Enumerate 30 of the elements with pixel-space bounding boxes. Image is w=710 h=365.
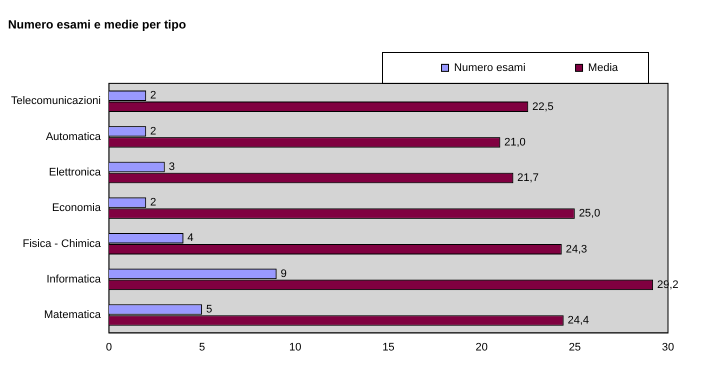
data-label: 24,3 <box>566 243 588 256</box>
y-tick-label: Informatica <box>46 273 102 286</box>
data-label: 5 <box>206 303 212 316</box>
data-label: 9 <box>280 268 287 280</box>
y-tick-label: Matematica <box>44 309 102 322</box>
y-tick-label: Fisica - Chimica <box>22 238 102 250</box>
x-tick-label: 15 <box>382 341 395 354</box>
x-tick-label: 25 <box>568 341 581 354</box>
data-label: 3 <box>168 160 175 173</box>
data-label: 2 <box>150 90 156 102</box>
x-tick-label: 20 <box>476 341 488 354</box>
y-tick-label: Automatica <box>46 130 102 143</box>
data-label: 21,7 <box>517 172 539 184</box>
legend-label: Media <box>588 62 619 74</box>
x-tick-label: 0 <box>106 341 112 354</box>
x-tick-label: 10 <box>289 341 302 354</box>
data-label: 2 <box>150 196 156 209</box>
y-tick-label: Telecomunicazioni <box>10 95 101 108</box>
data-label: 22,5 <box>532 100 554 113</box>
chart-title: Numero esami e medie per tipo <box>8 18 186 32</box>
data-label: 21,0 <box>504 136 526 148</box>
x-tick-label: 30 <box>662 341 674 354</box>
x-tick-label: 5 <box>199 341 206 354</box>
y-tick-label: Economia <box>52 202 102 214</box>
data-label: 4 <box>187 232 194 244</box>
data-label: 24,4 <box>568 314 590 327</box>
data-label: 25,0 <box>578 208 600 220</box>
legend-label: Numero esami <box>454 62 526 74</box>
data-label: 2 <box>150 125 156 138</box>
y-tick-label: Elettronica <box>48 166 102 179</box>
